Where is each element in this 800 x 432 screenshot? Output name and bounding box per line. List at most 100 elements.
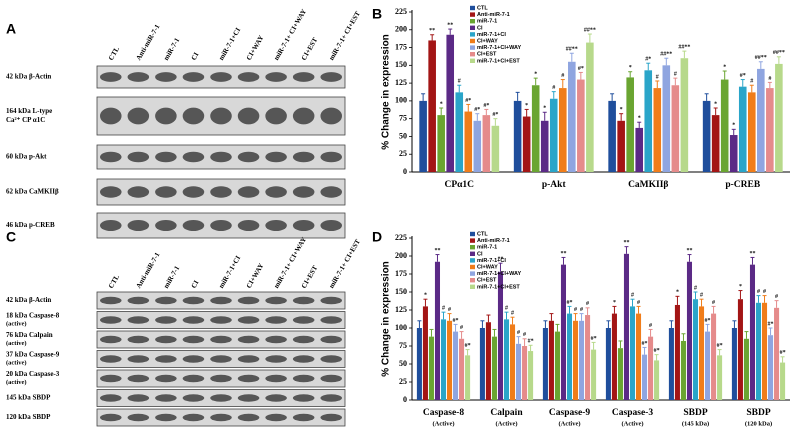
bar	[577, 79, 585, 172]
x-tick-sublabel: (Active)	[495, 420, 517, 427]
blot-band	[127, 296, 150, 305]
legend-swatch	[470, 251, 475, 256]
significance-mark: #*	[465, 98, 471, 104]
significance-mark: **	[749, 251, 755, 257]
bar	[549, 98, 558, 172]
bar	[654, 360, 660, 400]
bar	[766, 88, 774, 172]
blot-band	[127, 186, 150, 198]
row-label: 18 kDa Caspase-8	[6, 311, 60, 319]
significance-mark: **	[623, 240, 629, 246]
blot-band	[292, 413, 315, 422]
bar	[635, 313, 642, 400]
bar	[653, 88, 662, 172]
significance-mark: #	[580, 307, 583, 313]
bar	[579, 320, 585, 400]
significance-mark: **	[560, 251, 566, 257]
blot-band	[320, 355, 342, 363]
bar	[629, 306, 636, 400]
blot-band	[292, 107, 315, 125]
significance-mark: #*	[474, 107, 480, 113]
significance-mark: *	[613, 300, 616, 306]
legend-swatch	[470, 58, 475, 63]
significance-mark: ##**	[660, 52, 672, 58]
panel-letter: D	[372, 229, 382, 245]
blot-band	[127, 107, 150, 125]
significance-mark: ##**	[584, 27, 596, 33]
blot-band	[265, 316, 287, 324]
blot-band	[237, 72, 260, 82]
bar	[729, 135, 738, 172]
blot-band	[320, 151, 342, 163]
blot-band	[100, 220, 122, 231]
significance-mark: ##**	[566, 47, 578, 53]
blot-band	[127, 335, 150, 344]
legend-label: miR-7-1+CI+EST	[477, 58, 520, 64]
y-tick-label: 125	[395, 78, 407, 87]
bar	[572, 320, 579, 400]
blot-band	[292, 355, 315, 363]
y-tick-label: 0	[403, 395, 407, 404]
blot-band	[155, 186, 177, 198]
blot-band	[292, 72, 315, 82]
blot-band	[292, 296, 315, 305]
significance-mark: #*	[591, 336, 597, 342]
significance-mark: #	[505, 306, 508, 312]
row-label: Ca²⁺ CP α1C	[6, 116, 45, 124]
blot-band	[182, 151, 205, 163]
blot-band	[155, 394, 177, 402]
bar	[540, 120, 549, 172]
significance-mark: *	[739, 284, 742, 290]
lane-label: CI	[190, 279, 201, 290]
blot-band	[265, 296, 287, 305]
blot-band	[155, 151, 177, 163]
significance-mark: ##**	[678, 44, 690, 50]
blot-band	[100, 72, 122, 82]
bar	[702, 100, 711, 172]
panel-letter: A	[6, 21, 16, 37]
significance-mark: #*	[578, 66, 584, 72]
legend-label: miR-7-1+CI+WAY	[477, 271, 521, 277]
lane-label: miR-7-1+CI	[217, 254, 242, 290]
blot-band	[237, 220, 260, 231]
bar	[635, 127, 644, 172]
blot-band	[237, 151, 260, 163]
blot-band	[292, 186, 315, 198]
bar	[774, 307, 780, 400]
blot-band	[292, 151, 315, 163]
blot-band	[100, 186, 122, 198]
bar	[591, 349, 597, 400]
blot-band	[320, 107, 342, 125]
significance-mark: **	[429, 28, 435, 34]
lane-label: CTL	[107, 273, 121, 290]
blot-band	[237, 107, 260, 125]
significance-mark: #*	[492, 112, 498, 118]
lane-label: miR-7-1+ CI+EST	[327, 238, 362, 290]
significance-mark: #	[458, 79, 461, 85]
bar	[648, 336, 654, 400]
significance-mark: *	[676, 290, 679, 296]
row-label: 145 kDa SBDP	[6, 394, 51, 402]
significance-mark: #*	[465, 343, 471, 349]
bar	[419, 100, 427, 172]
bar	[473, 120, 482, 172]
blot-band	[100, 151, 122, 163]
row-label: 164 kDa L-type	[6, 107, 52, 115]
y-tick-label: 200	[395, 25, 407, 34]
blot-band	[100, 335, 122, 344]
blot-band	[210, 316, 232, 324]
legend-label: CI+EST	[477, 52, 497, 58]
y-tick-label: 225	[395, 233, 407, 242]
lane-label: miR-7-1+ CI+EST	[327, 10, 362, 62]
significance-mark: *	[534, 72, 537, 78]
x-tick-label: CPα1C	[444, 180, 474, 190]
bar	[465, 355, 471, 400]
blot-band	[265, 220, 287, 231]
significance-mark: **	[447, 22, 453, 28]
row-label: 62 kDa CaMKIIβ	[6, 188, 59, 196]
blot-band	[182, 394, 205, 402]
legend-label: miR-7-1+CI	[477, 32, 506, 38]
significance-mark: #*	[705, 318, 711, 324]
significance-mark: *	[732, 123, 735, 129]
blot-band	[210, 151, 232, 163]
